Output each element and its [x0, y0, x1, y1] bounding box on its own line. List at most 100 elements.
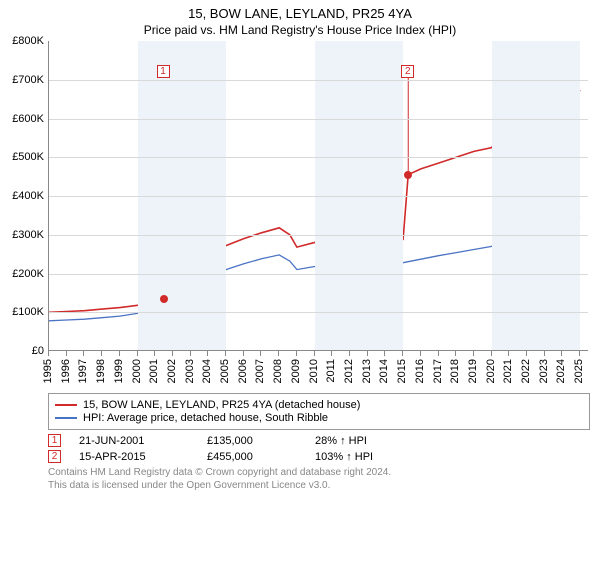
x-tick: [349, 351, 350, 356]
sales-list: 1 21-JUN-2001 £135,000 28% ↑ HPI 2 15-APR-201…: [48, 434, 590, 463]
footer-attribution: Contains HM Land Registry data © Crown c…: [48, 467, 590, 492]
x-tick: [402, 351, 403, 356]
gridline: [49, 157, 588, 158]
x-tick: [384, 351, 385, 356]
sale-delta: 28% ↑ HPI: [315, 435, 367, 447]
sale-dot: [160, 295, 168, 303]
chart-area: 12 1995199619971998199920002001200220032…: [48, 41, 588, 387]
x-tick: [260, 351, 261, 356]
sale-date: 21-JUN-2001: [79, 435, 189, 447]
y-tick-label: £0: [32, 345, 44, 357]
gridline: [49, 312, 588, 313]
x-tick: [278, 351, 279, 356]
x-tick-label: 2023: [538, 359, 550, 383]
x-tick: [296, 351, 297, 356]
x-tick-label: 2012: [343, 359, 355, 383]
x-tick-label: 2007: [254, 359, 266, 383]
x-tick-label: 1996: [60, 359, 72, 383]
x-tick-label: 2021: [502, 359, 514, 383]
y-tick-label: £200K: [12, 268, 44, 280]
x-tick-label: 2014: [378, 359, 390, 383]
x-tick-label: 2008: [272, 359, 284, 383]
sale-date: 15-APR-2015: [79, 451, 189, 463]
x-tick-label: 2002: [166, 359, 178, 383]
x-tick: [544, 351, 545, 356]
x-tick-label: 1999: [113, 359, 125, 383]
y-tick-label: £500K: [12, 151, 44, 163]
legend-box: 15, BOW LANE, LEYLAND, PR25 4YA (detache…: [48, 393, 590, 430]
sale-row: 1 21-JUN-2001 £135,000 28% ↑ HPI: [48, 434, 590, 447]
gridline: [49, 274, 588, 275]
sale-row: 2 15-APR-2015 £455,000 103% ↑ HPI: [48, 450, 590, 463]
y-tick-label: £300K: [12, 229, 44, 241]
x-tick: [455, 351, 456, 356]
x-tick: [526, 351, 527, 356]
y-tick-label: £800K: [12, 35, 44, 47]
x-tick: [137, 351, 138, 356]
gridline: [49, 119, 588, 120]
x-tick: [172, 351, 173, 356]
x-tick-label: 2009: [290, 359, 302, 383]
x-tick-label: 2020: [485, 359, 497, 383]
x-axis-labels: 1995199619971998199920002001200220032004…: [48, 351, 588, 387]
x-tick: [367, 351, 368, 356]
legend-label: 15, BOW LANE, LEYLAND, PR25 4YA (detache…: [83, 399, 360, 411]
x-tick-label: 2011: [325, 359, 337, 383]
x-tick-label: 1998: [95, 359, 107, 383]
gridline: [49, 235, 588, 236]
x-tick: [420, 351, 421, 356]
x-tick-label: 2005: [219, 359, 231, 383]
legend-row: HPI: Average price, detached house, Sout…: [55, 412, 583, 424]
legend-swatch: [55, 417, 77, 419]
footer-line: This data is licensed under the Open Gov…: [48, 480, 590, 493]
sale-index-box: 2: [48, 450, 61, 463]
x-tick: [154, 351, 155, 356]
x-tick: [225, 351, 226, 356]
x-tick-label: 1997: [77, 359, 89, 383]
x-tick: [331, 351, 332, 356]
x-tick-label: 2010: [308, 359, 320, 383]
x-tick: [66, 351, 67, 356]
x-tick: [491, 351, 492, 356]
x-tick-label: 2003: [184, 359, 196, 383]
x-tick-label: 2017: [432, 359, 444, 383]
sale-price: £455,000: [207, 451, 297, 463]
x-tick: [83, 351, 84, 356]
x-tick-label: 2024: [555, 359, 567, 383]
x-tick-label: 2019: [467, 359, 479, 383]
x-tick: [314, 351, 315, 356]
sale-marker-box: 1: [157, 65, 170, 78]
x-tick: [207, 351, 208, 356]
chart-subtitle: Price paid vs. HM Land Registry's House …: [0, 23, 600, 37]
sale-index-box: 1: [48, 434, 61, 447]
x-tick: [119, 351, 120, 356]
footer-line: Contains HM Land Registry data © Crown c…: [48, 467, 590, 480]
x-tick: [508, 351, 509, 356]
sale-delta: 103% ↑ HPI: [315, 451, 373, 463]
y-tick-label: £400K: [12, 190, 44, 202]
chart-title: 15, BOW LANE, LEYLAND, PR25 4YA: [0, 6, 600, 21]
x-tick-label: 2016: [414, 359, 426, 383]
x-tick-label: 2013: [361, 359, 373, 383]
x-tick-label: 2004: [201, 359, 213, 383]
gridline: [49, 80, 588, 81]
legend-swatch: [55, 404, 77, 406]
x-tick: [101, 351, 102, 356]
legend-row: 15, BOW LANE, LEYLAND, PR25 4YA (detache…: [55, 399, 583, 411]
x-tick: [48, 351, 49, 356]
x-tick: [243, 351, 244, 356]
y-tick-label: £600K: [12, 113, 44, 125]
x-tick: [579, 351, 580, 356]
x-tick-label: 2015: [396, 359, 408, 383]
x-tick-label: 2006: [237, 359, 249, 383]
x-tick: [561, 351, 562, 356]
x-tick-label: 2025: [573, 359, 585, 383]
x-tick-label: 1995: [42, 359, 54, 383]
x-tick-label: 2022: [520, 359, 532, 383]
y-tick-label: £100K: [12, 306, 44, 318]
y-tick-label: £700K: [12, 74, 44, 86]
sale-price: £135,000: [207, 435, 297, 447]
plot-region: 12: [48, 41, 588, 351]
x-tick: [473, 351, 474, 356]
x-tick-label: 2000: [131, 359, 143, 383]
